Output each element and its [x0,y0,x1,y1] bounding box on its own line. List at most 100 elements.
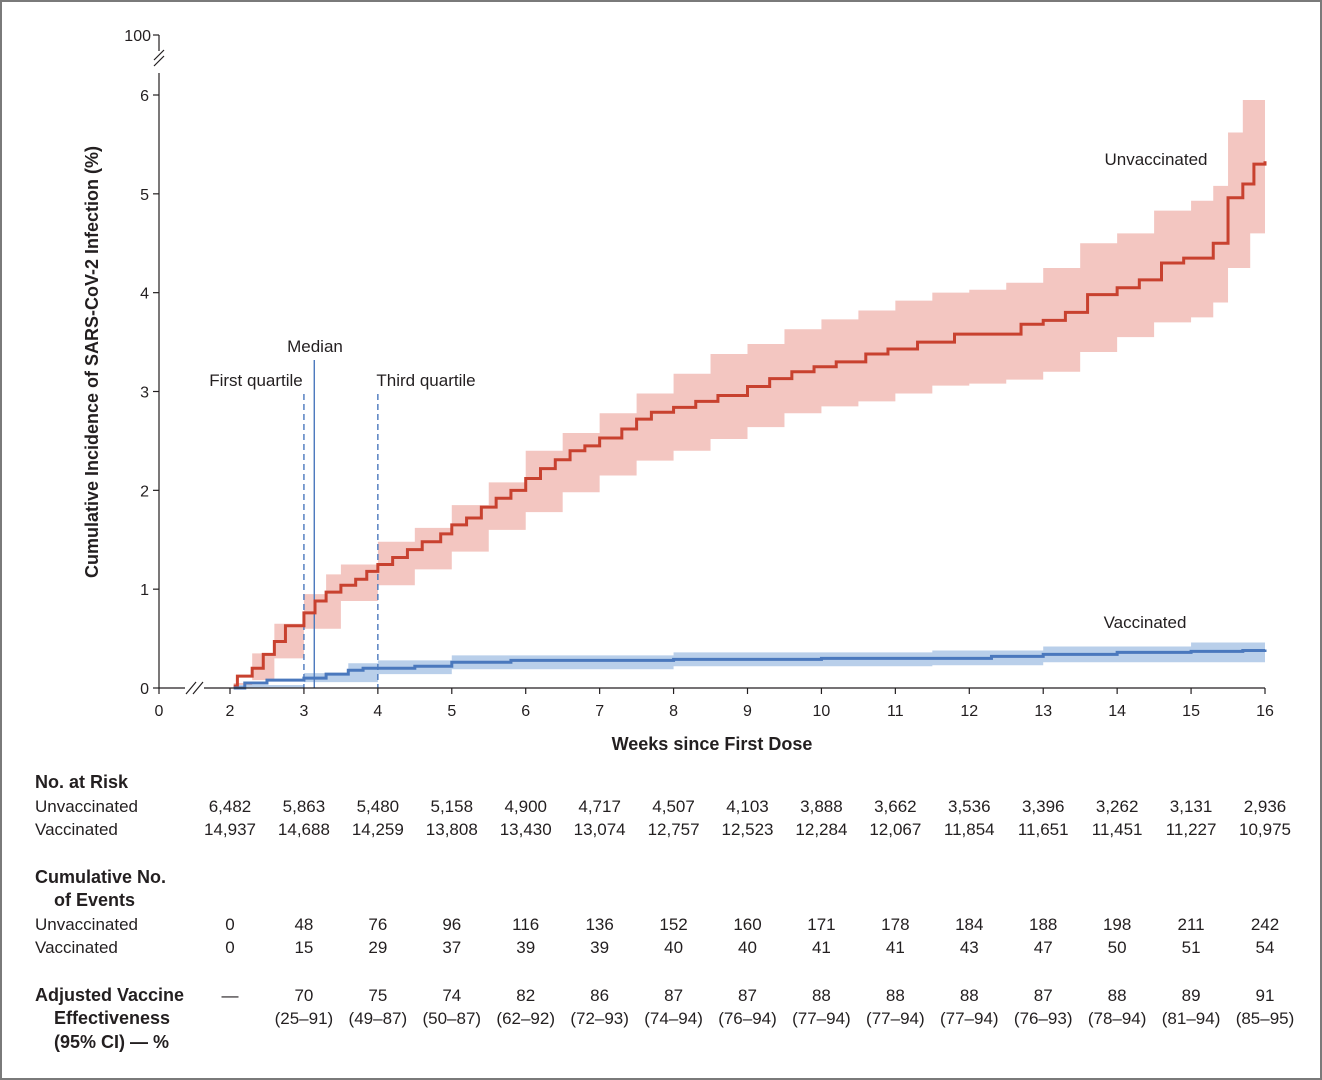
effectiveness-ci-cell: (62–92) [496,1009,555,1028]
events-cell: 171 [807,915,835,934]
events-cell: 76 [368,915,387,934]
y-tick-label: 100 [124,28,151,45]
events-cell: 43 [960,938,979,957]
at-risk-cell: 4,717 [578,797,621,816]
at-risk-cell: 14,259 [352,820,404,839]
events-cell: 50 [1108,938,1127,957]
effectiveness-ci-cell: (74–94) [644,1009,703,1028]
effectiveness-ci-cell: (25–91) [275,1009,334,1028]
at-risk-cell: 3,536 [948,797,991,816]
at-risk-cell: 12,067 [869,820,921,839]
effectiveness-ci-cell: (77–94) [866,1009,925,1028]
vaccinated-line [233,648,1267,690]
y-tick-label: 4 [140,286,149,303]
events-cell: 37 [442,938,461,957]
reference-lines [303,360,379,688]
reference-label-2: Third quartile [376,371,475,390]
events-cell: 198 [1103,915,1131,934]
events-cell: 54 [1256,938,1275,957]
events-cell: 47 [1034,938,1053,957]
effectiveness-title-line-3: (95% CI) — % [54,1032,169,1052]
y-axis-break-2 [153,55,165,67]
at-risk-cell: 5,158 [431,797,474,816]
chart-labels: Unvaccinated Vaccinated First quartile Medi… [209,150,1207,632]
at-risk-cell: 4,507 [652,797,695,816]
effectiveness-cell: 70 [294,986,313,1005]
effectiveness-ci-cell: (81–94) [1162,1009,1221,1028]
events-cell: 39 [516,938,535,957]
x-tick-label: 6 [521,703,530,720]
x-tick-label: 9 [743,703,752,720]
effectiveness-ci-cell: (78–94) [1088,1009,1147,1028]
at-risk-cell: 3,662 [874,797,917,816]
x-axis-break-1 [185,681,197,695]
at-risk-cell: 13,808 [426,820,478,839]
reference-label-0: First quartile [209,371,303,390]
at-risk-cell: 13,430 [500,820,552,839]
at-risk-cell: 14,688 [278,820,330,839]
events-cell: 188 [1029,915,1057,934]
at-risk-cell: 11,451 [1092,820,1143,839]
vaccinated-label: Vaccinated [1104,613,1187,632]
events-cell: 152 [659,915,687,934]
at-risk-cell: 12,284 [795,820,847,839]
at-risk-cell: 6,482 [209,797,252,816]
effectiveness-cell: 88 [886,986,905,1005]
events-cell: 0 [225,915,234,934]
effectiveness-ci-cell: (77–94) [792,1009,851,1028]
events-cell: 136 [585,915,613,934]
effectiveness-title-line-2: Effectiveness [54,1008,170,1028]
at-risk-cell: 2,936 [1244,797,1287,816]
at-risk-cell: 11,227 [1166,820,1217,839]
at-risk-cell: 4,103 [726,797,769,816]
effectiveness-ci-cell: (50–87) [422,1009,481,1028]
effectiveness-cell: 89 [1182,986,1201,1005]
effectiveness-ci-cell: (77–94) [940,1009,999,1028]
events-cell: 96 [442,915,461,934]
events-cell: 48 [294,915,313,934]
effectiveness-cell: 75 [368,986,387,1005]
effectiveness-cell: — [222,986,239,1005]
y-tick-label: 5 [140,187,149,204]
effectiveness-ci-cell: (76–94) [718,1009,777,1028]
effectiveness-ci-cell: (85–95) [1236,1009,1295,1028]
events-cell: 40 [664,938,683,957]
at-risk-cell: 5,863 [283,797,326,816]
risk-table: No. at Risk Unvaccinated 6,482 5,863 5,480 5,… [35,772,1294,1052]
at-risk-title: No. at Risk [35,772,129,792]
x-tick-label: 14 [1108,703,1126,720]
x-tick-label: 8 [669,703,678,720]
effectiveness-ci-cell: (76–93) [1014,1009,1073,1028]
events-cell: 29 [368,938,387,957]
x-tick-label: 16 [1256,703,1274,720]
at-risk-cell: 11,854 [944,820,995,839]
unvaccinated-label: Unvaccinated [1104,150,1207,169]
events-cell: 0 [225,938,234,957]
at-risk-cell: 5,480 [357,797,400,816]
series-lines [233,161,1267,690]
events-cell: 39 [590,938,609,957]
effectiveness-cell: 87 [1034,986,1053,1005]
effectiveness-ci-cell: (72–93) [570,1009,629,1028]
events-cell: 15 [294,938,313,957]
x-tick-label: 13 [1034,703,1052,720]
at-risk-cell: 12,757 [648,820,700,839]
events-cell: 116 [512,915,539,934]
y-axis-break-1 [153,49,165,61]
y-axis-title: Cumulative Incidence of SARS-CoV-2 Infec… [82,146,102,578]
x-tick-label: 7 [595,703,604,720]
events-cell: 160 [733,915,761,934]
effectiveness-title-line-1: Adjusted Vaccine [35,985,184,1005]
unvaccinated-ci-band [233,99,1266,689]
at-risk-cell: 3,888 [800,797,843,816]
events-cell: 51 [1182,938,1201,957]
effectiveness-cell: 87 [664,986,683,1005]
x-tick-label: 12 [960,703,978,720]
y-tick-label: 1 [140,582,149,599]
at-risk-cell: 3,262 [1096,797,1139,816]
effectiveness-cell: 74 [442,986,461,1005]
x-axis-break-2 [192,681,204,695]
at-risk-row-label: Unvaccinated [35,797,138,816]
